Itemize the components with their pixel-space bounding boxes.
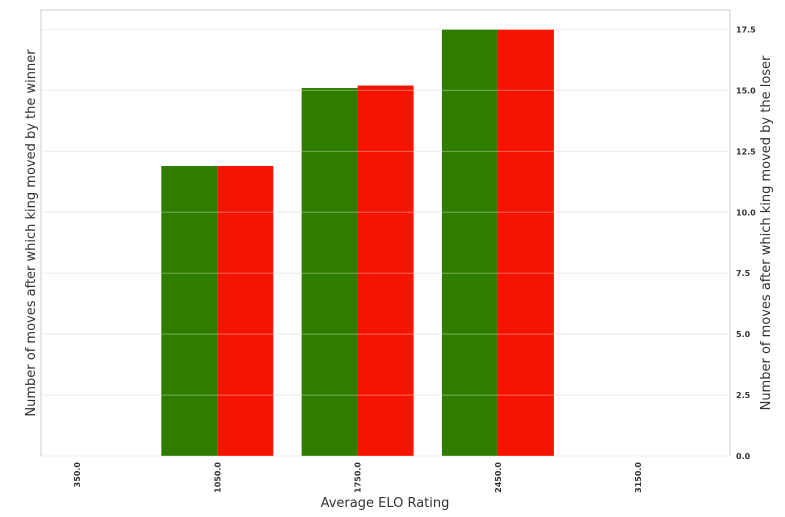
y-tick-label: 15.0 [736, 86, 756, 95]
bar-winner-1050.0 [161, 165, 218, 456]
y-tick-label: 10.0 [736, 208, 756, 217]
bar-loser-1050.0 [217, 165, 274, 456]
bar-loser-1750.0 [357, 85, 414, 456]
bar-winner-2450.0 [441, 29, 498, 457]
y-tick-label: 0.0 [736, 452, 751, 461]
bars [161, 29, 554, 457]
x-tick-label: 3150.0 [634, 462, 643, 493]
y-tick-label: 2.5 [736, 391, 751, 400]
x-tick-label: 1750.0 [354, 462, 363, 493]
grid-overlay [41, 28, 730, 457]
x-tick-label: 1050.0 [213, 462, 222, 493]
bar-loser-2450.0 [497, 29, 554, 457]
x-tick-label: 2450.0 [494, 462, 503, 493]
y-tick-labels-right: 0.0 2.5 5.0 7.5 10.0 12.5 15.0 17.5 [736, 25, 756, 461]
y-tick-label: 5.0 [736, 330, 751, 339]
y-tick-label: 12.5 [736, 147, 756, 156]
bar-winner-1750.0 [301, 87, 358, 456]
x-tick-labels: 350.0 1050.0 1750.0 2450.0 3150.0 [73, 462, 643, 493]
y-tick-label: 7.5 [736, 269, 751, 278]
y-axis-label-left: Number of moves after which king moved b… [24, 49, 39, 417]
y-axis-label-right: Number of moves after which king moved b… [759, 55, 774, 410]
x-tick-label: 350.0 [73, 462, 82, 488]
x-axis-label: Average ELO Rating [321, 496, 450, 511]
y-tick-label: 17.5 [736, 25, 756, 34]
